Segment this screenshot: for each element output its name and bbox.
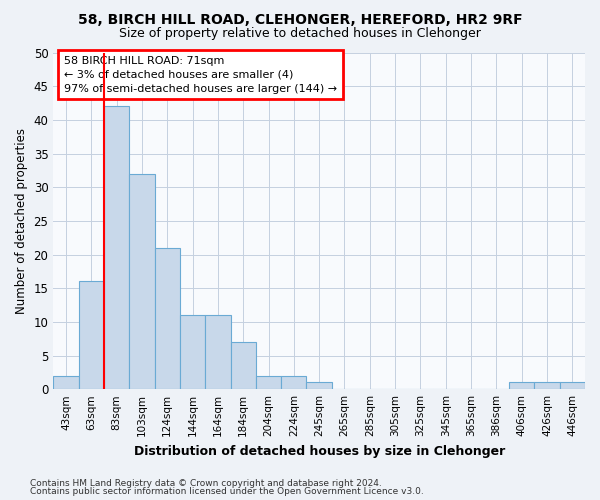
Bar bbox=[104, 106, 129, 389]
Bar bbox=[307, 382, 332, 389]
Bar bbox=[205, 315, 230, 389]
Text: Size of property relative to detached houses in Clehonger: Size of property relative to detached ho… bbox=[119, 28, 481, 40]
Bar bbox=[281, 376, 307, 389]
Text: 58 BIRCH HILL ROAD: 71sqm
← 3% of detached houses are smaller (4)
97% of semi-de: 58 BIRCH HILL ROAD: 71sqm ← 3% of detach… bbox=[64, 56, 337, 94]
Text: 58, BIRCH HILL ROAD, CLEHONGER, HEREFORD, HR2 9RF: 58, BIRCH HILL ROAD, CLEHONGER, HEREFORD… bbox=[77, 12, 523, 26]
Bar bbox=[129, 174, 155, 389]
Text: Contains HM Land Registry data © Crown copyright and database right 2024.: Contains HM Land Registry data © Crown c… bbox=[30, 478, 382, 488]
Bar bbox=[155, 248, 180, 389]
Bar bbox=[180, 315, 205, 389]
Text: Contains public sector information licensed under the Open Government Licence v3: Contains public sector information licen… bbox=[30, 487, 424, 496]
Bar bbox=[535, 382, 560, 389]
Bar bbox=[79, 282, 104, 389]
Y-axis label: Number of detached properties: Number of detached properties bbox=[15, 128, 28, 314]
Bar bbox=[53, 376, 79, 389]
Bar bbox=[230, 342, 256, 389]
Bar bbox=[256, 376, 281, 389]
Bar bbox=[509, 382, 535, 389]
Bar bbox=[560, 382, 585, 389]
X-axis label: Distribution of detached houses by size in Clehonger: Distribution of detached houses by size … bbox=[134, 444, 505, 458]
